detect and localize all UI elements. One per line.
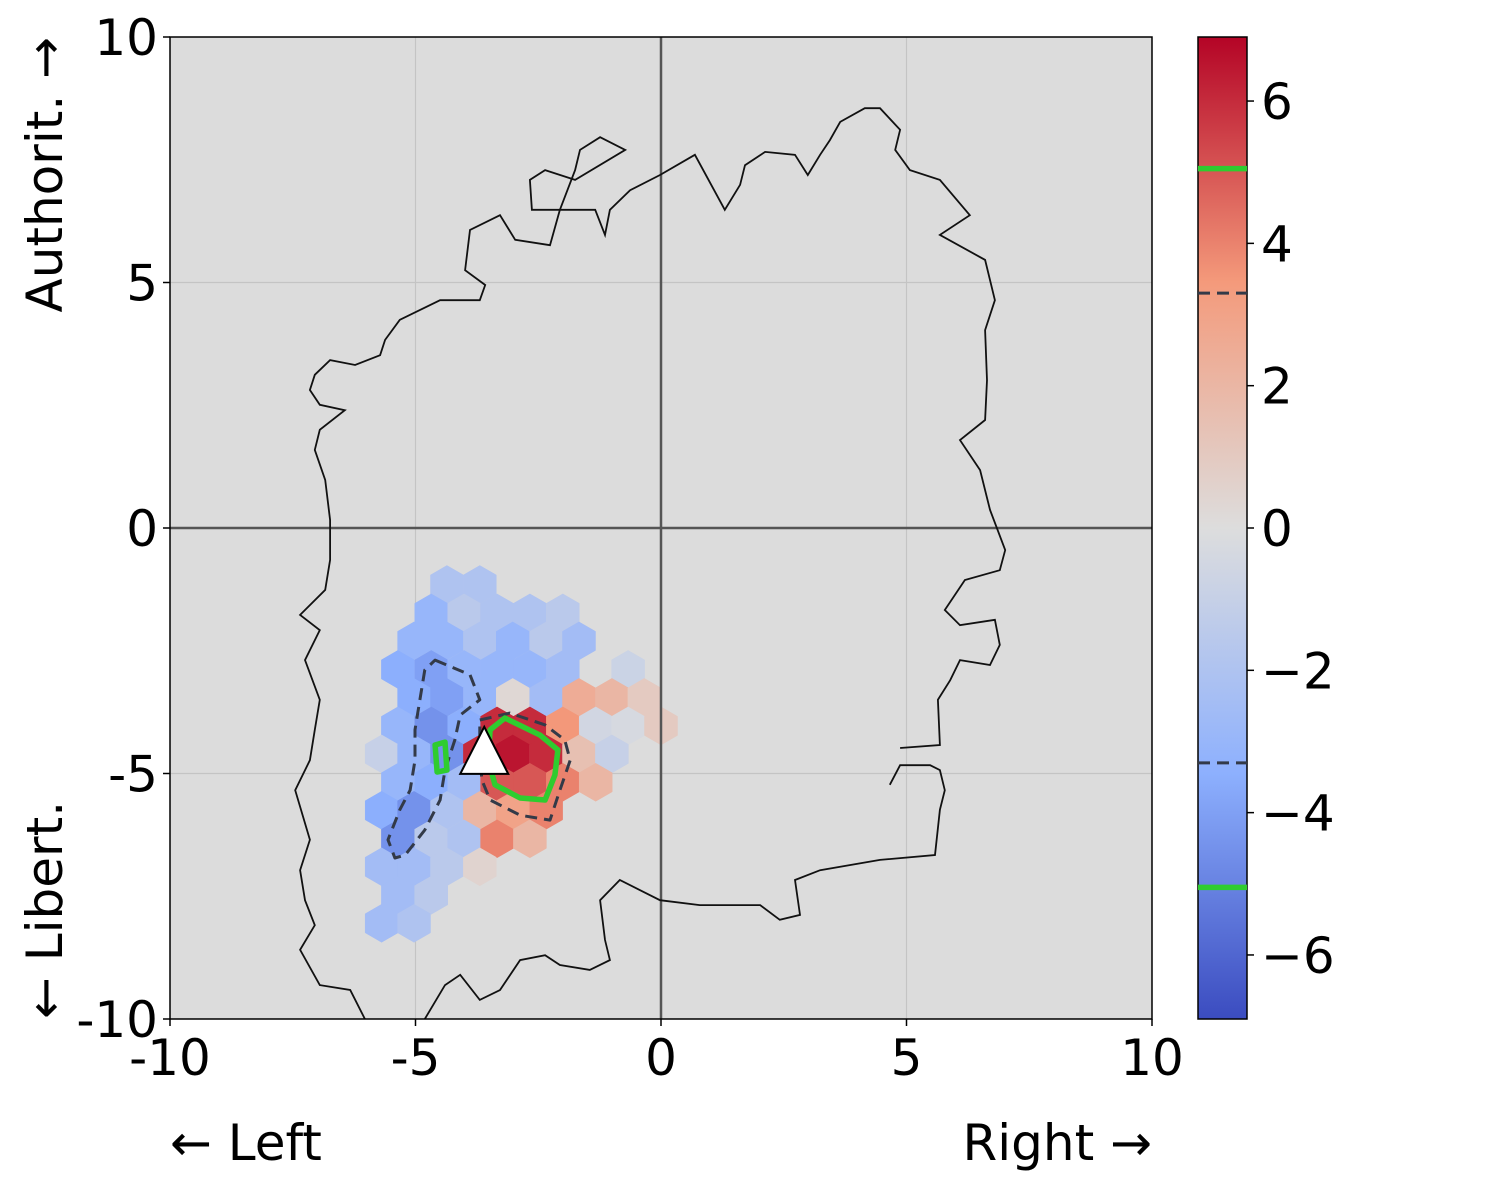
plot-frame: [169, 36, 1153, 1020]
y-tick-label: 5: [126, 255, 158, 313]
hexbin: [578, 763, 613, 802]
y-tick-label: 0: [126, 500, 158, 558]
colorbar-tick-label: 6: [1261, 73, 1293, 131]
axes: -10 -5 0 5 10 -10 -5 0 5 10 −6 −4 −2 0 2 4 6: [76, 9, 1334, 1087]
hexbin: [414, 876, 448, 915]
colorbar-tick-label: 4: [1261, 215, 1293, 273]
colorbar-tick-label: 0: [1261, 500, 1293, 558]
colorbar-tick-label: 2: [1261, 358, 1293, 416]
x-label-left: ← Left: [170, 1114, 322, 1172]
x-tick-label: 0: [645, 1029, 677, 1087]
x-tick-label: -10: [129, 1029, 211, 1087]
contour: [386, 658, 482, 860]
y-tick-label: 10: [94, 9, 158, 67]
colorbar-tick-label: −6: [1261, 927, 1335, 985]
hexbin: [513, 819, 547, 859]
x-tick-label: 5: [891, 1029, 923, 1087]
colorbar-tick-label: −4: [1261, 785, 1335, 843]
contour: [478, 711, 572, 822]
hexbin: [397, 904, 431, 943]
y-tick-label: -10: [76, 991, 158, 1049]
x-tick-label: -5: [391, 1029, 441, 1087]
x-tick-label: 10: [1120, 1029, 1184, 1087]
plot-area: [170, 37, 1152, 1019]
population-outline: [294, 107, 1007, 1019]
marker-triangle: [458, 724, 510, 775]
x-label-right: Right →: [963, 1114, 1152, 1172]
y-label-bottom: ← Libert.: [16, 801, 74, 1019]
y-label-top: Authorit. →: [16, 37, 74, 313]
hexbin: [463, 847, 497, 887]
colorbar: [1197, 36, 1248, 1020]
contour: [432, 739, 450, 775]
y-tick-label: -5: [108, 746, 158, 804]
colorbar-tick-label: −2: [1261, 642, 1335, 700]
